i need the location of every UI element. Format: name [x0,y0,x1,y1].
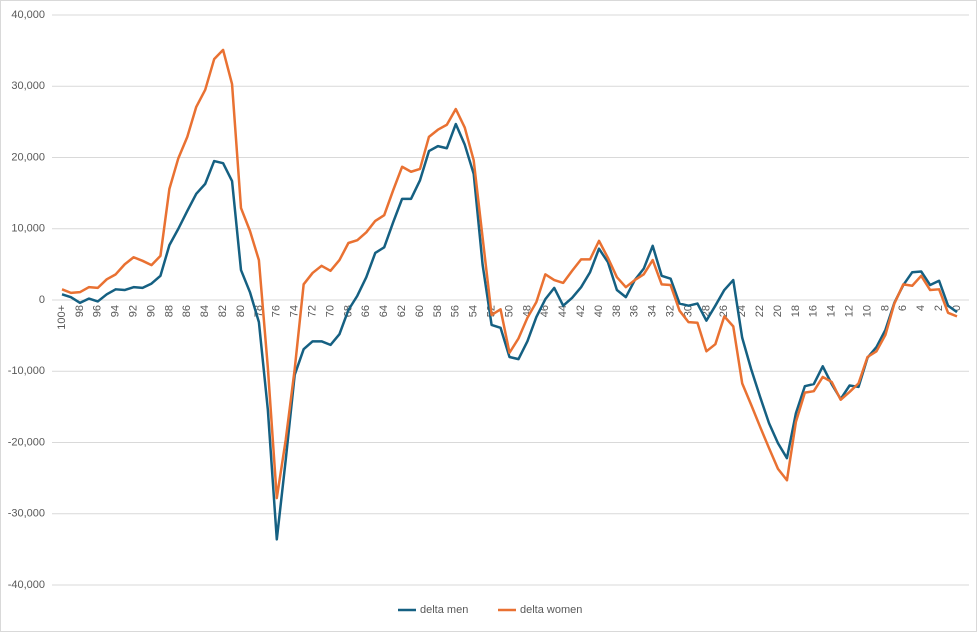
x-tick-label: 26 [718,305,730,317]
x-tick-label: 50 [503,305,515,317]
y-tick-label: -30,000 [8,508,45,520]
x-tick-label: 42 [575,305,587,317]
x-tick-label: 14 [826,305,838,317]
x-tick-label: 12 [844,305,856,317]
x-tick-label: 98 [74,305,86,317]
x-tick-label: 84 [199,305,211,317]
x-tick-label: 34 [647,305,659,317]
x-tick-label: 64 [378,305,390,317]
x-tick-label: 8 [879,305,891,311]
x-tick-label: 96 [92,305,104,317]
x-tick-label: 4 [915,305,927,311]
x-tick-label: 54 [468,305,480,317]
x-tick-label: 22 [754,305,766,317]
x-tick-label: 2 [933,305,945,311]
x-tick-label: 94 [110,305,122,317]
x-tick-label: 32 [665,305,677,317]
x-tick-label: 90 [145,305,157,317]
y-tick-label: -20,000 [8,436,45,448]
x-tick-label: 74 [289,305,301,317]
x-tick-label: 76 [271,305,283,317]
x-tick-label: 36 [629,305,641,317]
x-tick-label: 10 [861,305,873,317]
x-tick-label: 62 [396,305,408,317]
x-tick-label: 82 [217,305,229,317]
x-tick-label: 86 [181,305,193,317]
y-tick-label: 30,000 [11,80,45,92]
x-tick-label: 100+ [56,305,68,330]
x-tick-label: 16 [808,305,820,317]
x-tick-label: 44 [557,305,569,317]
x-tick-label: 0 [951,305,963,311]
x-tick-label: 66 [360,305,372,317]
y-tick-label: 10,000 [11,223,45,235]
y-tick-label: -10,000 [8,365,45,377]
x-tick-label: 80 [235,305,247,317]
x-tick-label: 18 [790,305,802,317]
x-tick-label: 92 [128,305,140,317]
legend-label: delta men [420,604,468,616]
x-tick-label: 58 [432,305,444,317]
x-tick-label: 88 [163,305,175,317]
legend-label: delta women [520,604,582,616]
x-tick-label: 60 [414,305,426,317]
x-tick-label: 56 [450,305,462,317]
x-tick-label: 38 [611,305,623,317]
x-tick-label: 30 [682,305,694,317]
y-tick-label: 40,000 [11,9,45,21]
series-line [61,122,958,541]
series-line [61,48,958,500]
x-tick-label: 70 [324,305,336,317]
y-tick-label: -40,000 [8,579,45,591]
x-tick-label: 72 [307,305,319,317]
x-tick-label: 40 [593,305,605,317]
y-tick-label: 20,000 [11,151,45,163]
y-tick-label: 0 [39,294,45,306]
x-tick-label: 6 [897,305,909,311]
x-tick-label: 20 [772,305,784,317]
